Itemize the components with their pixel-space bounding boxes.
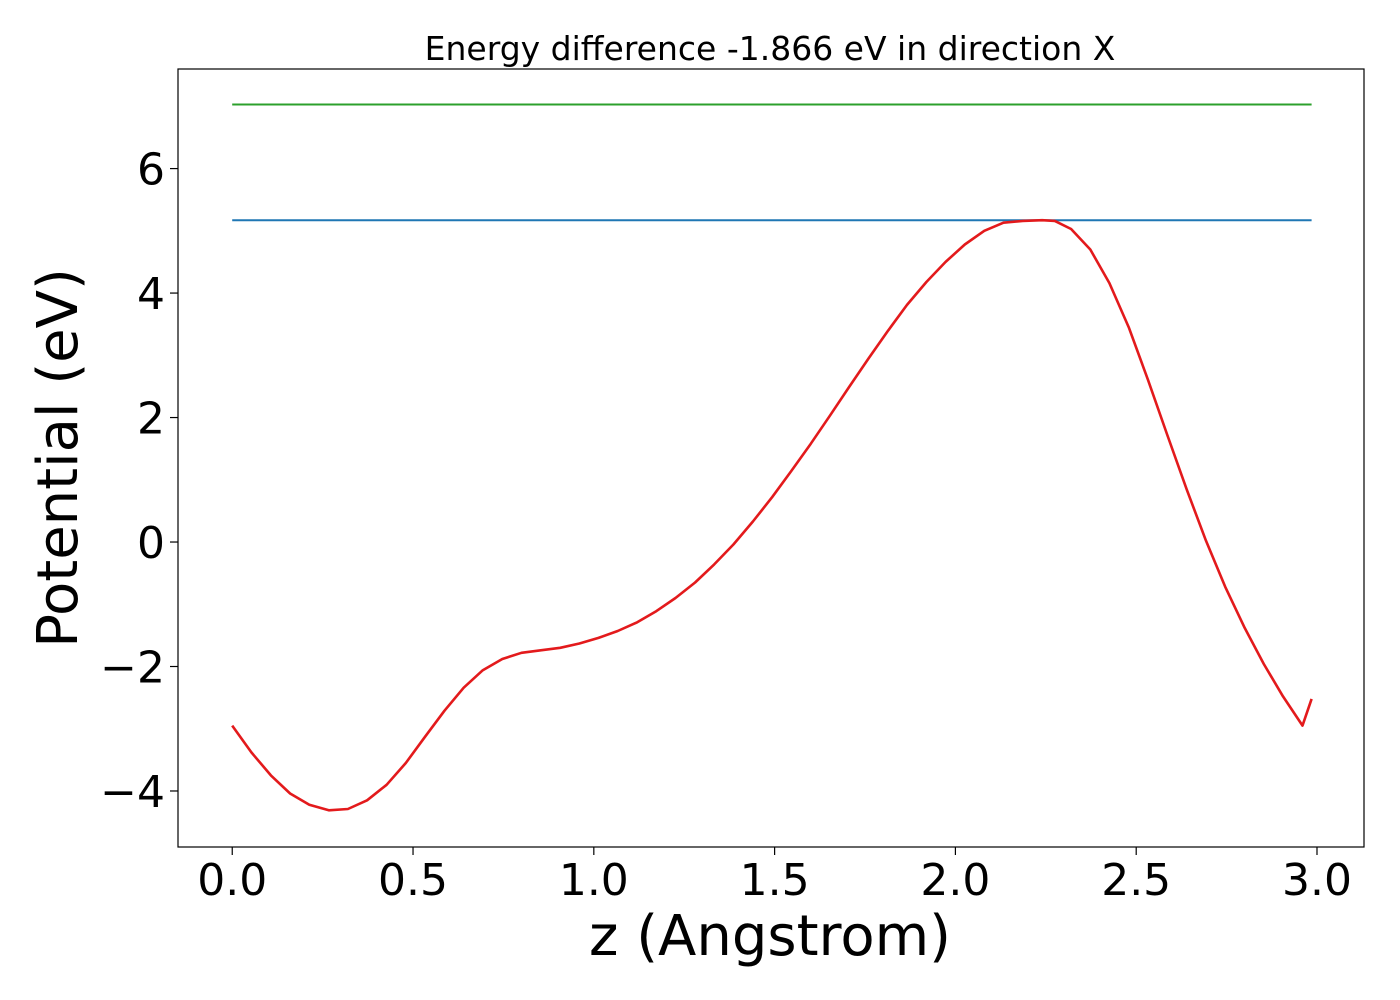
y-tick-label: 2: [137, 394, 165, 445]
plot-frame: [177, 68, 1365, 848]
y-axis-label: Potential (eV): [26, 268, 91, 648]
x-tick-label: 0.0: [197, 855, 267, 906]
y-tick-label: 4: [137, 269, 165, 320]
chart-title: Energy difference -1.866 eV in direction…: [425, 29, 1116, 68]
plot-area: [231, 103, 1313, 812]
series-2-potential-curve: [231, 218, 1313, 812]
x-tick-label: 3.0: [1282, 855, 1352, 906]
y-tick-label: 0: [137, 518, 165, 569]
x-tick-label: 2.5: [1101, 855, 1171, 906]
x-tick-label: 1.0: [559, 855, 629, 906]
y-tick-label: −2: [100, 643, 165, 694]
x-tick-label: 2.0: [920, 855, 990, 906]
x-axis-ticks: 0.0 0.5 1.0 1.5 2.0 2.5 3.0: [197, 847, 1352, 906]
x-axis-label: z (Angstrom): [589, 904, 951, 969]
y-tick-label: −4: [100, 767, 165, 818]
y-axis-ticks: −4 −2 0 2 4 6: [100, 145, 178, 818]
x-tick-label: 0.5: [378, 855, 448, 906]
x-tick-label: 1.5: [740, 855, 810, 906]
y-tick-label: 6: [137, 145, 165, 196]
